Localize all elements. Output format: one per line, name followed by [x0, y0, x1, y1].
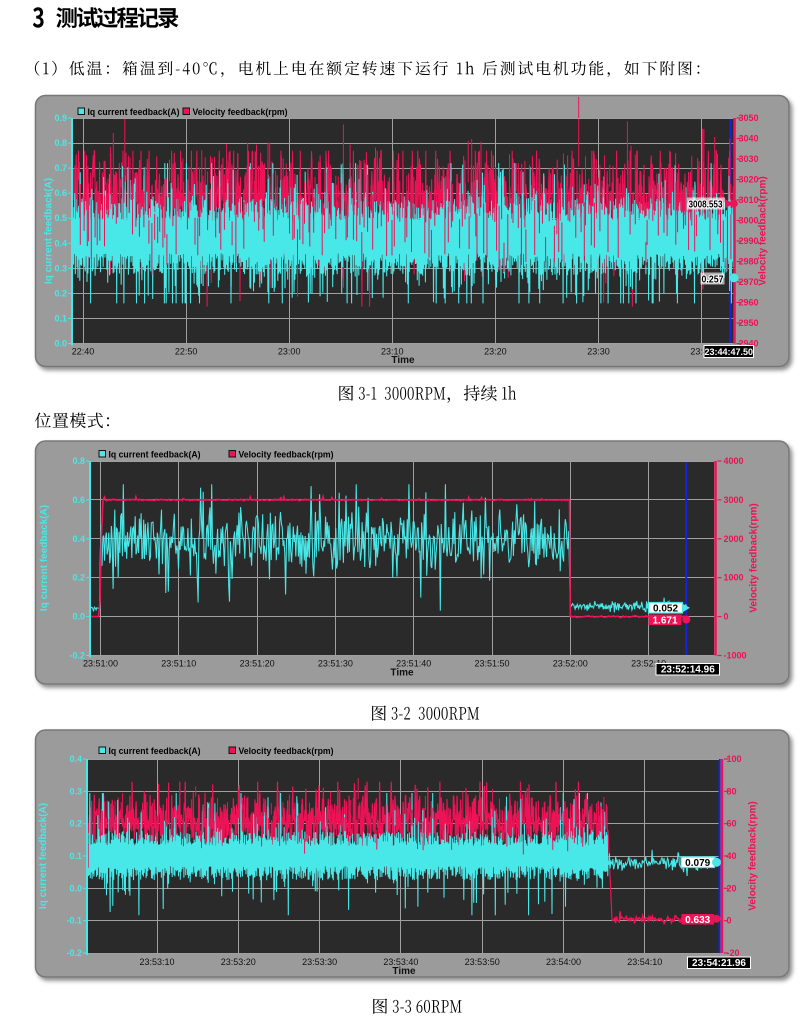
- svg-text:Iq current feedback(A): Iq current feedback(A): [109, 746, 201, 756]
- svg-text:2970: 2970: [739, 277, 759, 287]
- svg-text:0.3: 0.3: [69, 786, 82, 796]
- svg-text:Iq current feedback(A): Iq current feedback(A): [38, 803, 49, 909]
- svg-text:0.1: 0.1: [54, 313, 67, 323]
- svg-text:3000: 3000: [739, 216, 759, 226]
- svg-text:0.9: 0.9: [54, 113, 67, 123]
- svg-text:100: 100: [727, 754, 742, 764]
- svg-text:Iq current feedback(A): Iq current feedback(A): [88, 107, 180, 117]
- svg-text:0.0: 0.0: [69, 883, 82, 893]
- svg-text:0.3: 0.3: [54, 263, 67, 273]
- svg-text:2980: 2980: [739, 257, 759, 267]
- svg-text:22:50: 22:50: [175, 347, 198, 357]
- svg-text:23:53:10: 23:53:10: [139, 957, 174, 967]
- svg-text:3030: 3030: [739, 154, 759, 164]
- svg-text:0: 0: [727, 916, 732, 926]
- svg-text:2000: 2000: [724, 534, 744, 544]
- svg-text:23:52:14.96: 23:52:14.96: [661, 665, 715, 676]
- svg-text:23:51:00: 23:51:00: [83, 659, 118, 669]
- svg-text:0.0: 0.0: [54, 339, 67, 349]
- svg-text:23:51:20: 23:51:20: [240, 659, 275, 669]
- svg-text:0.633: 0.633: [685, 915, 710, 926]
- svg-text:0.8: 0.8: [54, 138, 67, 148]
- svg-text:23:52:10: 23:52:10: [631, 659, 666, 669]
- svg-text:Velocity feedback(rpm): Velocity feedback(rpm): [239, 746, 334, 756]
- svg-text:0.2: 0.2: [72, 573, 85, 583]
- svg-text:Time: Time: [392, 966, 416, 977]
- svg-text:23:54:21.96: 23:54:21.96: [692, 958, 746, 969]
- svg-text:0.6: 0.6: [72, 495, 85, 505]
- svg-text:-0.2: -0.2: [69, 651, 85, 661]
- svg-text:0.8: 0.8: [72, 456, 85, 466]
- svg-text:23:54:10: 23:54:10: [627, 957, 662, 967]
- svg-text:Velocity feedback(rpm): Velocity feedback(rpm): [239, 450, 334, 460]
- svg-text:0.257: 0.257: [702, 275, 724, 286]
- svg-text:23:51:30: 23:51:30: [318, 659, 353, 669]
- svg-text:0.5: 0.5: [54, 213, 67, 223]
- svg-text:23:51:50: 23:51:50: [474, 659, 509, 669]
- svg-text:-0.1: -0.1: [66, 916, 82, 926]
- svg-text:80: 80: [727, 786, 737, 796]
- svg-text:0.052: 0.052: [653, 604, 678, 615]
- svg-text:0.6: 0.6: [54, 188, 67, 198]
- svg-text:40: 40: [727, 851, 737, 861]
- svg-text:60: 60: [727, 819, 737, 829]
- svg-text:Iq current feedback(A): Iq current feedback(A): [39, 505, 50, 611]
- svg-text:Velocity feedback(rpm): Velocity feedback(rpm): [749, 503, 760, 612]
- svg-text:0.2: 0.2: [54, 288, 67, 298]
- svg-text:0.079: 0.079: [685, 858, 710, 869]
- svg-text:Time: Time: [390, 668, 414, 679]
- svg-text:3008.553: 3008.553: [689, 200, 723, 211]
- svg-text:1000: 1000: [724, 573, 744, 583]
- svg-text:23:00: 23:00: [278, 347, 301, 357]
- svg-text:2990: 2990: [739, 236, 759, 246]
- svg-text:3040: 3040: [739, 134, 759, 144]
- svg-text:-20: -20: [727, 948, 740, 958]
- svg-text:0: 0: [724, 612, 729, 622]
- svg-text:Iq current feedback(A): Iq current feedback(A): [44, 178, 55, 284]
- svg-text:23:20: 23:20: [484, 347, 507, 357]
- svg-text:3050: 3050: [739, 113, 759, 123]
- svg-text:23:52:00: 23:52:00: [553, 659, 588, 669]
- svg-text:22:40: 22:40: [72, 347, 95, 357]
- svg-text:23:53:20: 23:53:20: [221, 957, 256, 967]
- svg-text:23:53:50: 23:53:50: [465, 957, 500, 967]
- svg-text:23:51:10: 23:51:10: [161, 659, 196, 669]
- svg-text:23:40: 23:40: [690, 347, 713, 357]
- svg-text:0.4: 0.4: [72, 534, 85, 544]
- svg-text:0.4: 0.4: [54, 238, 67, 248]
- svg-text:20: 20: [727, 883, 737, 893]
- svg-text:23:10: 23:10: [381, 347, 404, 357]
- svg-text:3020: 3020: [739, 175, 759, 185]
- svg-text:3010: 3010: [739, 195, 759, 205]
- svg-text:2960: 2960: [739, 298, 759, 308]
- svg-text:23:44:47.50: 23:44:47.50: [705, 347, 754, 357]
- svg-text:4000: 4000: [724, 456, 744, 466]
- svg-text:-1000: -1000: [724, 651, 747, 661]
- svg-text:Velocity feedback(rpm): Velocity feedback(rpm): [758, 176, 769, 285]
- svg-text:23:54:00: 23:54:00: [546, 957, 581, 967]
- svg-text:Velocity feedback(rpm): Velocity feedback(rpm): [193, 107, 288, 117]
- svg-text:Time: Time: [391, 355, 415, 366]
- svg-text:0.1: 0.1: [69, 851, 82, 861]
- svg-text:-0.2: -0.2: [66, 948, 82, 958]
- svg-text:0.7: 0.7: [54, 163, 67, 173]
- svg-text:0.2: 0.2: [69, 819, 82, 829]
- svg-text:0.0: 0.0: [72, 612, 85, 622]
- svg-text:23:53:40: 23:53:40: [383, 957, 418, 967]
- svg-text:23:51:40: 23:51:40: [396, 659, 431, 669]
- svg-text:23:53:30: 23:53:30: [302, 957, 337, 967]
- svg-text:0.4: 0.4: [69, 754, 82, 764]
- svg-text:3000: 3000: [724, 495, 744, 505]
- svg-text:2940: 2940: [739, 339, 759, 349]
- svg-text:Iq current feedback(A): Iq current feedback(A): [109, 450, 201, 460]
- svg-text:2950: 2950: [739, 318, 759, 328]
- svg-text:1.671: 1.671: [652, 616, 677, 627]
- svg-text:23:30: 23:30: [587, 347, 610, 357]
- svg-text:Velocity feedback(rpm): Velocity feedback(rpm): [748, 801, 759, 910]
